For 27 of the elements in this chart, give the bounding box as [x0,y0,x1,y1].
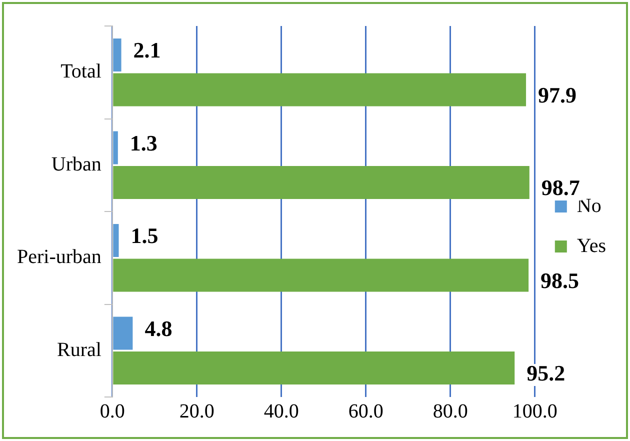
x-tick-label: 60.0 [348,400,384,422]
bar [113,166,530,200]
bar [113,224,119,258]
x-tick-label: 0.0 [100,400,125,422]
x-tick-label: 80.0 [432,400,468,422]
data-label: 98.5 [540,268,580,293]
x-tick-label: 100.0 [512,400,558,422]
x-tick-label: 20.0 [179,400,214,422]
y-tick-label: Urban [51,153,102,176]
y-tick-label: Rural [56,338,102,361]
y-tick-label: Peri-urban [16,246,102,268]
x-tick-label: 40.0 [264,400,299,422]
data-label: 1.3 [130,130,158,156]
bar [113,131,118,164]
bar [113,351,515,385]
bar [113,316,133,350]
bar [113,73,526,106]
data-label: 95.2 [526,360,566,386]
data-label: 97.9 [538,82,577,108]
data-label: 98.7 [541,175,580,200]
y-tick-label: Total [60,60,102,83]
bar [113,38,122,72]
legend-label: Yes [576,234,606,257]
data-label: 2.1 [133,38,161,63]
bar [113,258,529,292]
data-label: 1.5 [130,223,158,248]
data-label: 4.8 [144,316,172,341]
